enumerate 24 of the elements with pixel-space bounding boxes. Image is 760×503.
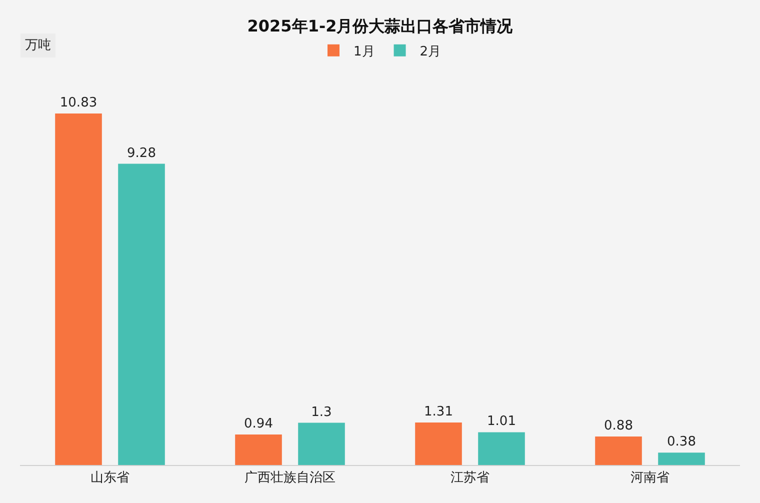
x-tick-label: 广西壮族自治区: [244, 470, 336, 486]
data-label: 9.28: [127, 146, 156, 161]
data-label: 1.01: [487, 414, 516, 430]
bar: [235, 434, 282, 465]
y-axis-title: 万吨: [25, 38, 51, 53]
x-tick-label: 河南省: [630, 470, 670, 486]
data-label: 0.94: [244, 416, 273, 432]
chart-title: 2025年1-2月份大蒜出口各省市情况: [247, 16, 514, 36]
bar: [595, 436, 642, 465]
legend-label: 1月: [354, 44, 375, 60]
bar: [298, 422, 345, 465]
data-label: 1.31: [424, 404, 453, 420]
legend-label: 2月: [420, 44, 442, 60]
data-label: 10.83: [60, 96, 98, 110]
bar: [658, 452, 705, 465]
x-tick-label: 山东省: [90, 470, 130, 486]
bar: [415, 422, 462, 465]
data-label: 0.88: [604, 418, 633, 434]
bar: [478, 432, 525, 465]
data-label: 0.38: [667, 434, 696, 450]
bar: [118, 164, 165, 465]
x-tick-label: 江苏省: [450, 470, 490, 486]
data-label: 1.3: [311, 404, 332, 420]
bar: [55, 114, 102, 465]
